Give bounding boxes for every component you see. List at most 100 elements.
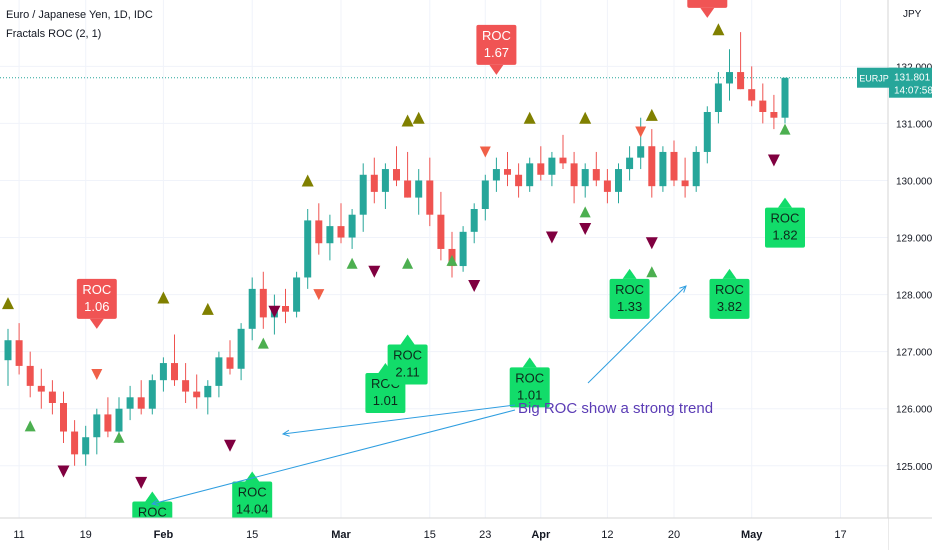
roc-label-pointer: [700, 7, 715, 18]
roc-label-bull[interactable]: ROC 1.33: [609, 268, 650, 319]
time-tick-label: May: [741, 529, 763, 541]
candle-body: [404, 180, 412, 198]
currency-label[interactable]: JPY: [903, 9, 922, 20]
price-tick-label: 128.000: [896, 291, 932, 302]
roc-label-bull[interactable]: ROC 1.82: [765, 197, 805, 248]
annotation-text[interactable]: Big ROC show a strong trend: [518, 400, 713, 417]
fractal-up-marker: [2, 297, 14, 310]
fractal-up-small-marker: [446, 254, 458, 266]
candle-body: [337, 226, 345, 238]
candle-body: [381, 169, 389, 192]
fractal-down-marker: [645, 237, 658, 250]
candle-body: [659, 151, 667, 187]
fractal-up-small-marker: [402, 257, 414, 269]
price-tick-label: 130.000: [896, 176, 932, 187]
candle-body: [370, 174, 378, 192]
candle-body: [592, 169, 600, 181]
roc-label-pointer: [522, 357, 537, 368]
roc-label-bear[interactable]: ROC 1.06: [76, 278, 117, 329]
fractal-up-marker: [523, 111, 536, 124]
fractal-up-small-marker: [779, 123, 791, 135]
candle-body: [504, 169, 511, 175]
indicator-title[interactable]: Fractals ROC (2, 1): [6, 28, 102, 40]
candle-body: [293, 277, 301, 312]
time-tick-label: Apr: [531, 529, 551, 541]
fractal-up-marker: [401, 114, 414, 127]
fractal-up-small-marker: [24, 420, 36, 432]
roc-label-text: 1.01: [517, 387, 542, 402]
candle-body: [781, 77, 789, 118]
price-tick-label: 126.000: [896, 405, 932, 416]
annotation-arrowhead: [281, 429, 290, 437]
candle-body: [93, 414, 101, 438]
fractal-down-marker: [268, 305, 281, 318]
roc-label-pointer: [722, 268, 737, 279]
candle-body: [737, 72, 745, 90]
candle-body: [615, 169, 622, 192]
price-tag-countdown: 14:07:58: [894, 86, 932, 97]
roc-label-bear[interactable]: ROC 1.67: [476, 24, 517, 75]
roc-label-bull[interactable]: ROC 3.82: [709, 268, 750, 319]
fractal-down-marker: [767, 154, 780, 167]
candle-body: [692, 151, 700, 187]
time-tick-label: 20: [668, 529, 680, 541]
roc-label-bull[interactable]: ROC 1.01: [509, 357, 550, 408]
fractal-up-marker: [412, 111, 425, 124]
roc-label-bull[interactable]: ROC 14.04: [232, 471, 273, 522]
candle-body: [648, 146, 656, 187]
time-axis-panel: [0, 518, 888, 550]
time-tick-label: 11: [13, 529, 24, 541]
roc-label-box: [509, 367, 550, 408]
fractal-up-small-marker: [646, 266, 658, 278]
price-tick-label: 127.000: [896, 348, 932, 359]
roc-label-box: [709, 278, 750, 319]
candle-body: [714, 83, 722, 112]
fractal-up-small-marker: [257, 337, 269, 349]
candle-body: [426, 180, 434, 215]
chart-grid: [0, 0, 888, 518]
roc-label-box: [387, 344, 428, 385]
roc-label-text: ROC: [82, 282, 111, 297]
fractal-markers: [2, 23, 791, 489]
roc-label-bull[interactable]: ROC 2.11: [387, 334, 428, 385]
candle-body: [71, 431, 79, 455]
annotation-group[interactable]: Big ROC show a strong trend: [150, 285, 713, 506]
roc-label-pointer: [400, 334, 415, 345]
candle-body: [581, 169, 589, 187]
fractal-down-marker: [468, 280, 481, 293]
candle-body: [82, 437, 90, 455]
time-tick-label: 15: [424, 529, 436, 541]
fractal-down-marker: [135, 476, 148, 489]
roc-label-text: ROC: [482, 28, 511, 43]
annotation-arrow-line: [587, 285, 687, 384]
fractal-down-marker: [579, 222, 592, 235]
candle-body: [15, 340, 23, 366]
time-tick-label: 17: [834, 529, 846, 541]
roc-label-pointer: [778, 197, 792, 208]
symbol-title[interactable]: Euro / Japanese Yen, 1D, IDC: [6, 9, 153, 21]
roc-label-pointer: [622, 268, 637, 279]
roc-label-text: ROC: [615, 282, 644, 297]
candle-body: [171, 363, 178, 381]
roc-label-box: [687, 0, 728, 8]
price-tick-label: 125.000: [896, 462, 932, 473]
time-tick-label: 23: [479, 529, 491, 541]
candlestick-series: [4, 32, 789, 466]
time-tick-label: 19: [80, 529, 92, 541]
roc-label-bull[interactable]: ROC: [132, 491, 173, 522]
roc-label-text: ROC: [238, 484, 267, 499]
roc-label-box: [765, 207, 805, 248]
candle-body: [415, 180, 423, 198]
roc-label-text: 1.48: [695, 0, 720, 3]
time-tick-label: Mar: [331, 529, 351, 541]
price-tag: [889, 67, 932, 98]
fractal-up-marker: [645, 108, 658, 121]
fractal-down-small-marker: [635, 126, 647, 138]
roc-label-text: ROC: [138, 504, 167, 519]
candle-body: [159, 363, 167, 381]
candle-body: [148, 380, 156, 409]
candle-body: [48, 391, 56, 403]
